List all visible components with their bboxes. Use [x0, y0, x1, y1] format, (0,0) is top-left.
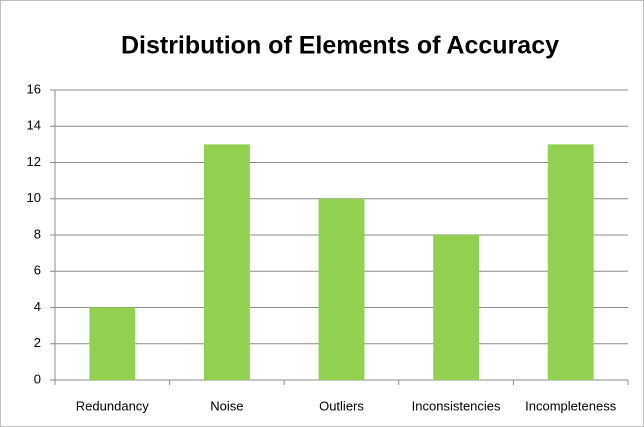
- x-tick-label: Outliers: [319, 398, 364, 413]
- y-tick-label: 0: [34, 371, 41, 386]
- y-tick-label: 8: [34, 226, 41, 241]
- y-tick-label: 4: [34, 299, 41, 314]
- y-tick-label: 14: [27, 118, 41, 133]
- bar: [547, 144, 594, 380]
- x-tick-label: Redundancy: [76, 398, 149, 413]
- bar: [433, 235, 480, 380]
- bar: [318, 198, 365, 380]
- y-tick-label: 16: [27, 81, 41, 96]
- y-tick-label: 6: [34, 263, 41, 278]
- x-tick-label: Noise: [210, 398, 243, 413]
- chart-title: Distribution of Elements of Accuracy: [121, 32, 559, 60]
- y-tick-label: 12: [27, 154, 41, 169]
- y-tick-label: 2: [34, 335, 41, 350]
- x-tick-label: Incompleteness: [525, 398, 617, 413]
- y-tick-label: 10: [27, 190, 41, 205]
- x-tick-label: Inconsistencies: [412, 398, 501, 413]
- bar: [203, 144, 250, 380]
- bar: [89, 307, 136, 380]
